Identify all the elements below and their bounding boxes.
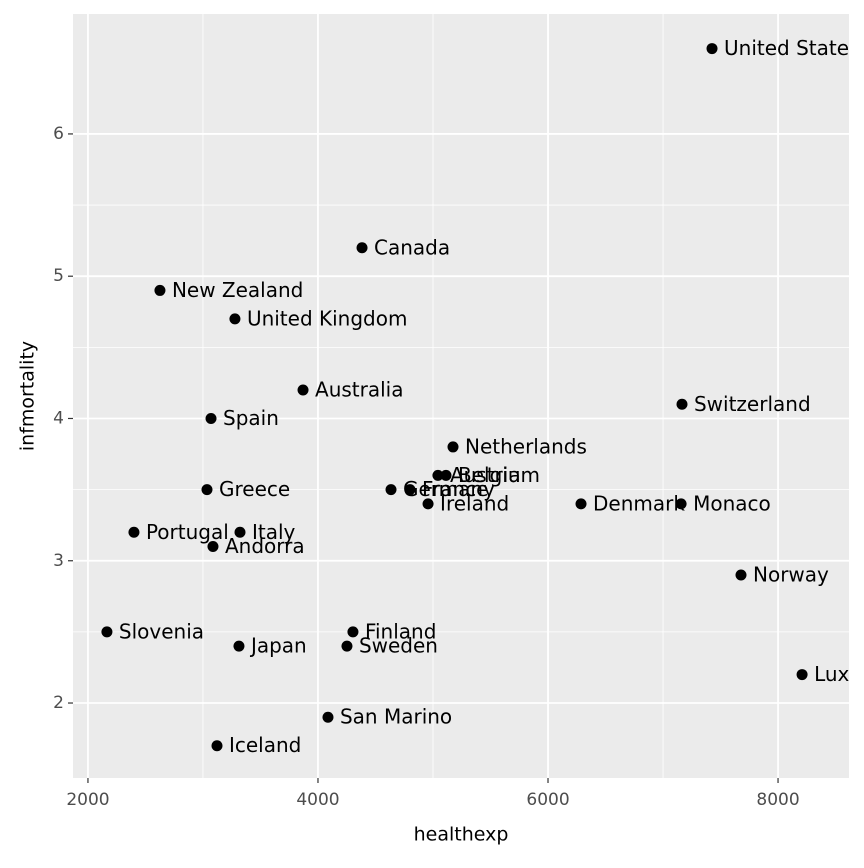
point xyxy=(101,626,113,638)
y-tick-label: 3 xyxy=(53,551,64,571)
point xyxy=(422,498,434,510)
point-label: Netherlands xyxy=(465,434,587,458)
point xyxy=(796,669,808,681)
point-label: Canada xyxy=(374,235,450,259)
point-label: Japan xyxy=(249,634,307,658)
point xyxy=(447,441,459,453)
point-label: Portugal xyxy=(146,520,229,544)
y-tick-label: 5 xyxy=(53,266,64,286)
point xyxy=(234,526,246,538)
point-label: Finland xyxy=(365,619,436,643)
point xyxy=(675,498,687,510)
grid xyxy=(73,14,849,778)
point-label: Greece xyxy=(219,477,290,501)
y-tick-label: 2 xyxy=(53,693,64,713)
point-label: United Kingdom xyxy=(247,306,408,330)
point xyxy=(440,469,452,481)
axes: 2000 4000 6000 8000 2 3 4 5 6 xyxy=(53,124,799,810)
point-label: San Marino xyxy=(340,705,452,729)
point xyxy=(575,498,587,510)
point-label: Denmark xyxy=(593,491,685,515)
point xyxy=(205,412,217,424)
x-tick-label: 4000 xyxy=(296,790,339,810)
point xyxy=(211,740,223,752)
point-label: France xyxy=(422,477,489,501)
point xyxy=(128,526,140,538)
point xyxy=(735,569,747,581)
point xyxy=(676,398,688,410)
point xyxy=(356,242,368,254)
point-label: Ireland xyxy=(440,491,509,515)
point xyxy=(706,43,718,55)
point xyxy=(404,484,416,496)
point xyxy=(341,640,353,652)
plot-area: United States Canada New Zealand United Kin… xyxy=(101,36,864,757)
x-tick-label: 2000 xyxy=(66,790,109,810)
point-label: Iceland xyxy=(229,733,301,757)
x-tick-label: 6000 xyxy=(526,790,569,810)
point-label: Italy xyxy=(252,520,296,544)
point-label: Andorra xyxy=(225,534,305,558)
x-axis-title: healthexp xyxy=(414,824,509,846)
point xyxy=(385,484,397,496)
y-axis-title: infmortality xyxy=(17,341,39,451)
point xyxy=(432,469,444,481)
point-label: Sweden xyxy=(359,634,438,658)
point-label: Belgium xyxy=(458,463,540,487)
point xyxy=(347,626,359,638)
x-tick-label: 8000 xyxy=(756,790,799,810)
point-label: Slovenia xyxy=(119,619,204,643)
y-tick-label: 6 xyxy=(53,124,64,144)
point xyxy=(233,640,245,652)
point-label: United States xyxy=(724,36,859,60)
point xyxy=(322,711,334,723)
point-label: Spain xyxy=(223,406,279,430)
point-label: Australia xyxy=(315,378,403,402)
point-label: Germany xyxy=(403,477,495,501)
panel xyxy=(73,14,849,778)
point-label: Luxembourg xyxy=(814,662,864,686)
point-label: Monaco xyxy=(693,491,771,515)
y-tick-label: 4 xyxy=(53,408,64,428)
point xyxy=(207,541,219,553)
point-label: Norway xyxy=(753,562,829,586)
point-label: Austria xyxy=(450,463,521,487)
point xyxy=(229,313,241,325)
point xyxy=(297,384,309,396)
point-label: New Zealand xyxy=(172,278,303,302)
point xyxy=(201,484,213,496)
point xyxy=(154,284,166,296)
point-label: Switzerland xyxy=(694,392,811,416)
